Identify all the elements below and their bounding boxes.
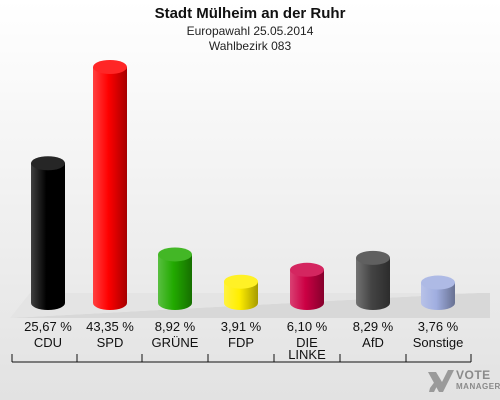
bar-top-die-linke <box>290 262 324 277</box>
logo-text-vote: VOTE <box>456 368 491 382</box>
chart-title: Stadt Mülheim an der Ruhr <box>154 5 346 22</box>
bar-body-fdp <box>224 281 258 310</box>
bar-body-spd <box>93 67 127 310</box>
category-label-die-linke: LINKE <box>288 347 326 362</box>
bar-fdp <box>224 274 258 310</box>
bar-top-spd <box>93 60 127 74</box>
value-label-afd: 8,29 % <box>353 319 394 334</box>
category-label-afd: AfD <box>362 335 384 350</box>
value-label-gr-ne: 8,92 % <box>155 319 196 334</box>
bar-die-linke <box>290 262 324 310</box>
value-label-spd: 43,35 % <box>86 319 134 334</box>
category-label-die-linke: DIE <box>296 335 318 350</box>
value-label-cdu: 25,67 % <box>24 319 72 334</box>
value-label-sonstige: 3,76 % <box>418 319 459 334</box>
category-label-cdu: CDU <box>34 335 62 350</box>
bar-sonstige <box>421 275 455 310</box>
bar-body-cdu <box>31 163 65 310</box>
bar-body-sonstige <box>421 282 455 310</box>
logo-text-manager: MANAGER <box>456 382 500 391</box>
bar-afd <box>356 250 390 310</box>
bar-top-gr-ne <box>158 247 192 262</box>
bar-gr-ne <box>158 247 192 310</box>
bar-body-die-linke <box>290 269 324 310</box>
value-label-fdp: 3,91 % <box>221 319 262 334</box>
chart-subtitle-district: Wahlbezirk 083 <box>208 39 292 53</box>
bar-spd <box>93 60 127 310</box>
bar-cdu <box>31 156 65 310</box>
bar-body-afd <box>356 257 390 310</box>
category-label-fdp: FDP <box>228 335 254 350</box>
category-label-sonstige: Sonstige <box>413 335 464 350</box>
bar-top-sonstige <box>421 275 455 290</box>
category-label-gr-ne: GRÜNE <box>152 335 199 350</box>
bar-top-cdu <box>31 156 65 171</box>
value-label-die-linke: 6,10 % <box>287 319 328 334</box>
bar-body-gr-ne <box>158 254 192 310</box>
chart-subtitle: Europawahl 25.05.2014 <box>186 24 314 38</box>
category-label-spd: SPD <box>97 335 124 350</box>
bar-top-afd <box>356 250 390 265</box>
bar-top-fdp <box>224 274 258 289</box>
vote-manager-logo-icon <box>428 370 454 392</box>
